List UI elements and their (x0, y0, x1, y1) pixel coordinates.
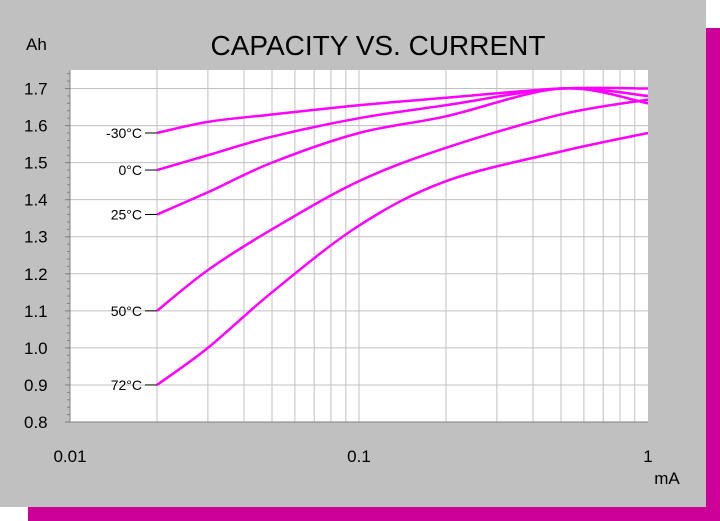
series-label: 72°C (111, 377, 142, 393)
y-tick-label: 0.9 (24, 376, 48, 395)
grid (69, 70, 648, 423)
axes (65, 70, 648, 423)
x-tick-label: 0.01 (53, 447, 86, 466)
y-tick-label: 1.1 (24, 302, 48, 321)
chart-title: CAPACITY VS. CURRENT (210, 30, 545, 61)
series-label: 0°C (119, 162, 143, 178)
series-label: 25°C (111, 207, 142, 223)
y-tick-label: 1.0 (24, 339, 48, 358)
y-tick-label: 1.2 (24, 265, 48, 284)
y-tick-labels: 1.7 1.6 1.5 1.4 1.3 1.2 1.1 1.0 0.9 0.8 (24, 80, 48, 432)
series-label: 50°C (111, 303, 142, 319)
series-labels: -30°C 0°C 25°C 50°C 72°C (106, 125, 157, 393)
y-tick-label: 1.6 (24, 117, 48, 136)
series-line (156, 131, 649, 386)
x-tick-labels: 0.01 0.1 1 (53, 447, 652, 466)
y-tick-label: 0.8 (24, 413, 48, 432)
series-label: -30°C (106, 125, 142, 141)
series-lines (156, 86, 649, 386)
y-tick-label: 1.3 (24, 228, 48, 247)
x-tick-label: 0.1 (347, 447, 371, 466)
chart-frame: 0.01 0.1 1 1.7 1.6 1.5 1.4 1.3 1.2 1.1 1.0 0.9 0.8 … (0, 0, 706, 507)
capacity-chart: 0.01 0.1 1 1.71.61.51.41.31.21.11.00.90.8 … (24, 30, 680, 488)
x-tick-label: 1 (643, 447, 652, 466)
x-axis-label: mA (654, 469, 680, 488)
series-line (156, 98, 649, 312)
y-tick-label: 1.4 (24, 191, 48, 210)
y-axis-label: Ah (26, 35, 47, 54)
series-line (156, 87, 649, 216)
y-tick-label: 1.7 (24, 80, 48, 99)
y-tick-label: 1.5 (24, 154, 48, 173)
